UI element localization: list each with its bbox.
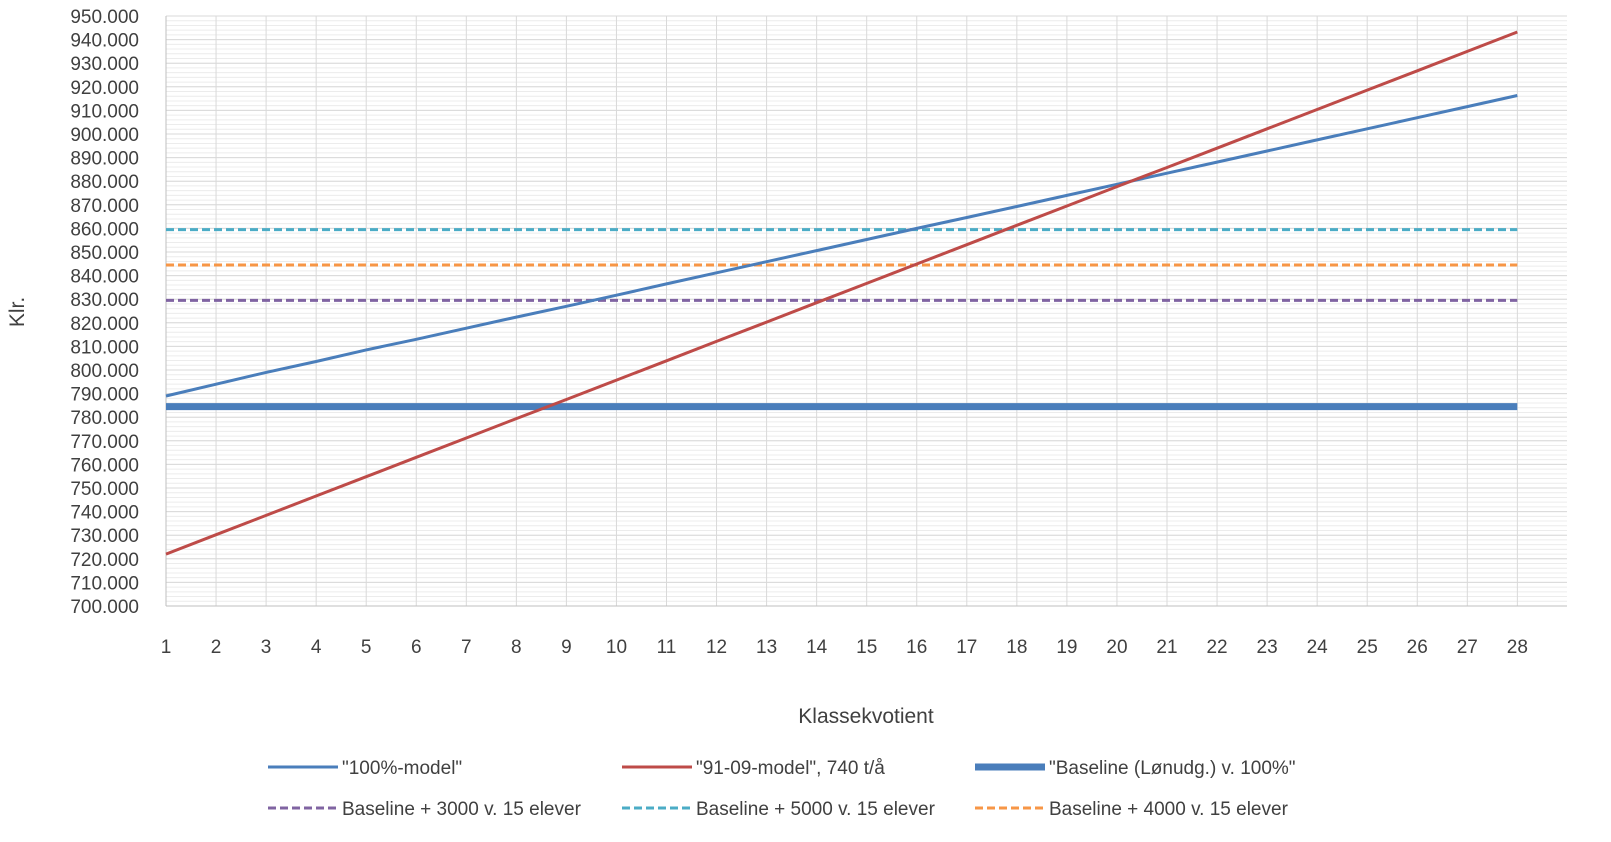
x-tick-label: 7 [461,637,472,658]
y-tick-label: 820.000 [70,314,139,335]
y-tick-label: 700.000 [70,597,139,618]
y-tick-label: 830.000 [70,290,139,311]
x-tick-label: 23 [1257,637,1278,658]
major-gridlines [165,15,1567,607]
x-tick-label: 11 [657,637,677,658]
x-tick-label: 19 [1056,637,1077,658]
x-tick-label: 6 [411,637,422,658]
x-tick-label: 18 [1006,637,1027,658]
y-tick-label: 900.000 [70,125,139,146]
x-tick-label: 1 [161,637,172,658]
y-tick-label: 750.000 [70,479,139,500]
x-tick-label: 21 [1156,637,1177,658]
y-tick-label: 800.000 [70,361,139,382]
x-tick-label: 17 [956,637,977,658]
x-tick-label: 4 [311,637,322,658]
y-tick-label: 710.000 [70,573,139,594]
y-tick-label: 860.000 [70,219,139,240]
series-lines [165,30,1518,556]
y-tick-label: 890.000 [70,149,139,170]
x-tick-label: 12 [706,637,727,658]
x-tick-label: 27 [1457,637,1478,658]
y-tick-label: 950.000 [70,7,139,28]
y-tick-label: 840.000 [70,267,139,288]
x-tick-label: 20 [1106,637,1127,658]
y-tick-label: 920.000 [70,78,139,99]
x-tick-label: 8 [511,637,522,658]
legend-label: "100%-model" [342,758,462,779]
axes [165,16,1567,607]
y-tick-label: 910.000 [70,101,139,122]
y-tick-label: 730.000 [70,526,139,547]
y-tick-label: 720.000 [70,550,139,571]
legend-label: Baseline + 3000 v. 15 elever [342,799,582,820]
y-tick-label: 850.000 [70,243,139,264]
legend-label: "91-09-model", 740 t/å [696,758,885,779]
x-tick-label: 14 [806,637,828,658]
x-tick-label: 9 [561,637,572,658]
legend-label: "Baseline (Lønudg.) v. 100%" [1049,758,1296,779]
x-axis-tick-labels: 1 2 3 4 5 6 7 8 9 10 11 12 13 14 15 16 17 18 19 20 21 22 23 24 2… [161,637,1528,658]
x-axis-title: Klassekvotient [798,705,934,728]
y-tick-label: 760.000 [70,455,139,476]
x-tick-label: 25 [1357,637,1378,658]
x-tick-label: 26 [1407,637,1428,658]
x-tick-label: 15 [856,637,877,658]
series-line-2 [165,30,1518,556]
x-tick-label: 16 [906,637,927,658]
x-tick-label: 28 [1507,637,1528,658]
x-tick-label: 5 [361,637,372,658]
y-tick-label: 770.000 [70,432,139,453]
x-tick-label: 2 [211,637,222,658]
legend-label: Baseline + 4000 v. 15 elever [1049,799,1289,820]
x-tick-label: 13 [756,637,777,658]
y-axis-title: Klr. [6,297,29,327]
y-tick-label: 790.000 [70,385,139,406]
y-tick-label: 870.000 [70,196,139,217]
y-tick-label: 740.000 [70,503,139,524]
y-tick-label: 780.000 [70,408,139,429]
legend-label: Baseline + 5000 v. 15 elever [696,799,936,820]
x-tick-label: 24 [1307,637,1329,658]
x-tick-label: 22 [1206,637,1227,658]
legend: "100%-model" "91-09-model", 740 t/å "Basel… [268,758,1296,820]
y-tick-label: 930.000 [70,54,139,75]
series-line-1 [165,94,1518,398]
y-tick-label: 940.000 [70,31,139,52]
x-tick-label: 3 [261,637,272,658]
x-tick-label: 10 [606,637,627,658]
y-tick-label: 810.000 [70,337,139,358]
y-tick-label: 880.000 [70,172,139,193]
